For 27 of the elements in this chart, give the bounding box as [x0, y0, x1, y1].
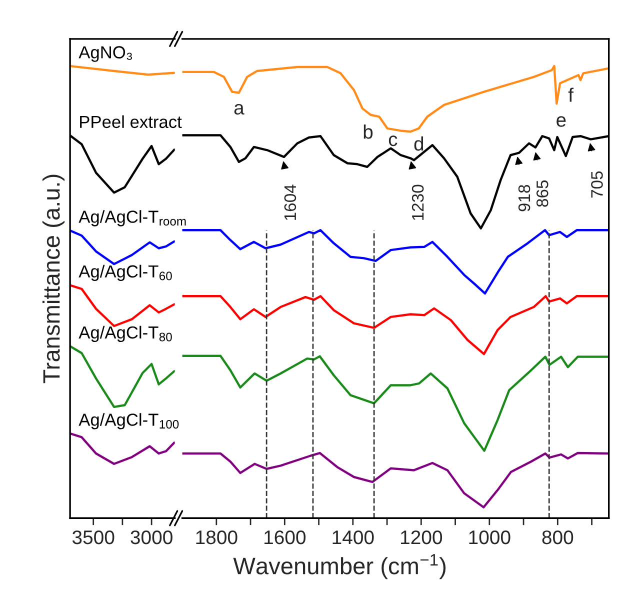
x-tick-label: 1400: [332, 530, 374, 544]
x-axis-title: Wavenumber (cm$^{−1}$): [233, 554, 446, 580]
series-label: Ag/AgCl-T$_{100}$: [78, 413, 179, 430]
annotation: 1604: [284, 184, 296, 220]
x-tick-label: 1200: [401, 530, 442, 544]
annotation: f: [568, 88, 574, 102]
x-tick-label: 3000: [130, 530, 172, 544]
annotation: 1230: [412, 184, 424, 220]
x-tick-label: 1800: [196, 530, 238, 544]
annotation: c: [388, 136, 398, 146]
series-label: AgNO₃: [78, 46, 132, 62]
y-axis-title: Transmittance (a.u.): [42, 174, 64, 384]
annotation: 705: [591, 171, 603, 198]
annotation: d: [414, 136, 424, 151]
series-label: PPeel extract: [80, 115, 182, 128]
annotation: e: [556, 116, 566, 127]
x-tick-label: 3500: [72, 530, 114, 544]
series-label: Ag/AgCl-T$_{room}$: [78, 210, 186, 226]
x-tick-label: 1600: [264, 530, 306, 544]
annotation: 918: [518, 184, 530, 212]
annotation: a: [234, 104, 244, 115]
annotation: b: [364, 124, 373, 139]
x-tick-label: 800: [542, 530, 574, 544]
annotation: 865: [536, 180, 548, 207]
series-label: Ag/AgCl-T$_{60}$: [78, 264, 172, 282]
series-label: Ag/AgCl-T$_{80}$: [78, 326, 172, 342]
x-tick-label: 1000: [469, 530, 510, 544]
